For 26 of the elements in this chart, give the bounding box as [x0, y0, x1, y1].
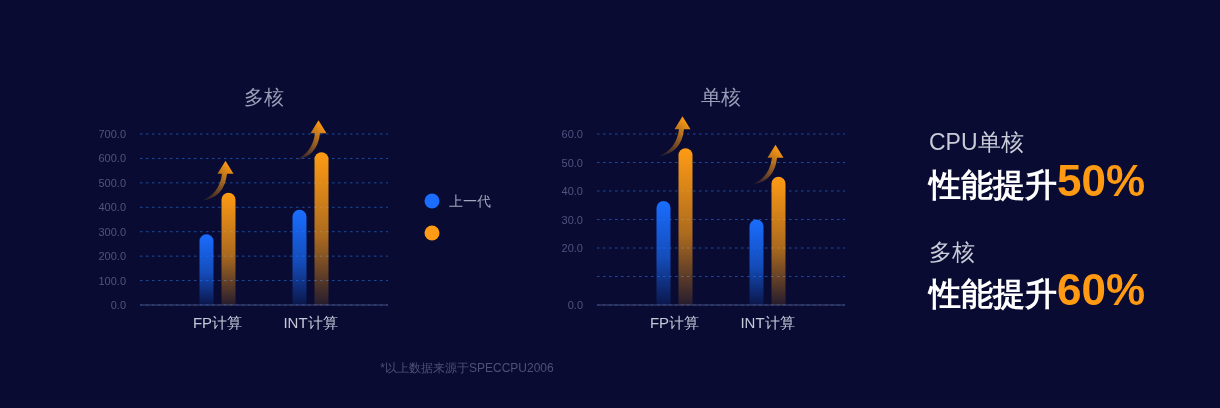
ytick-label: 40.0	[561, 185, 583, 197]
ytick-label: 600.0	[98, 152, 126, 165]
ytick-label: 300.0	[98, 225, 126, 238]
ytick-label: 400.0	[98, 201, 126, 214]
legend: 上一代	[424, 193, 491, 241]
ytick-label: 20.0	[561, 242, 583, 254]
ytick-label: 50.0	[561, 156, 583, 169]
x-tick-label: INT计算	[740, 314, 795, 331]
text: 性能提升50%	[927, 156, 1146, 205]
ytick-label: 500.0	[98, 176, 126, 189]
ytick-label: 60.0	[561, 128, 583, 140]
ytick-label: 0.0	[110, 299, 126, 311]
chart-title: 单核	[701, 86, 741, 108]
text: 多核	[929, 239, 975, 265]
x-tick-label: INT计算	[283, 314, 338, 331]
ytick-label: 200.0	[98, 250, 126, 263]
ytick-label: 0.0	[567, 299, 583, 311]
x-tick-label: FP计算	[649, 314, 700, 331]
x-tick-label: FP计算	[192, 314, 243, 331]
legend-label: 上一代	[449, 193, 491, 209]
chart-title: 多核	[244, 86, 284, 108]
ytick-label: 30.0	[561, 213, 583, 226]
text: 性能提升60%	[927, 265, 1146, 314]
text: CPU单核	[929, 129, 1024, 155]
ytick-label: 700.0	[98, 128, 126, 140]
ytick-label: 100.0	[98, 274, 126, 287]
